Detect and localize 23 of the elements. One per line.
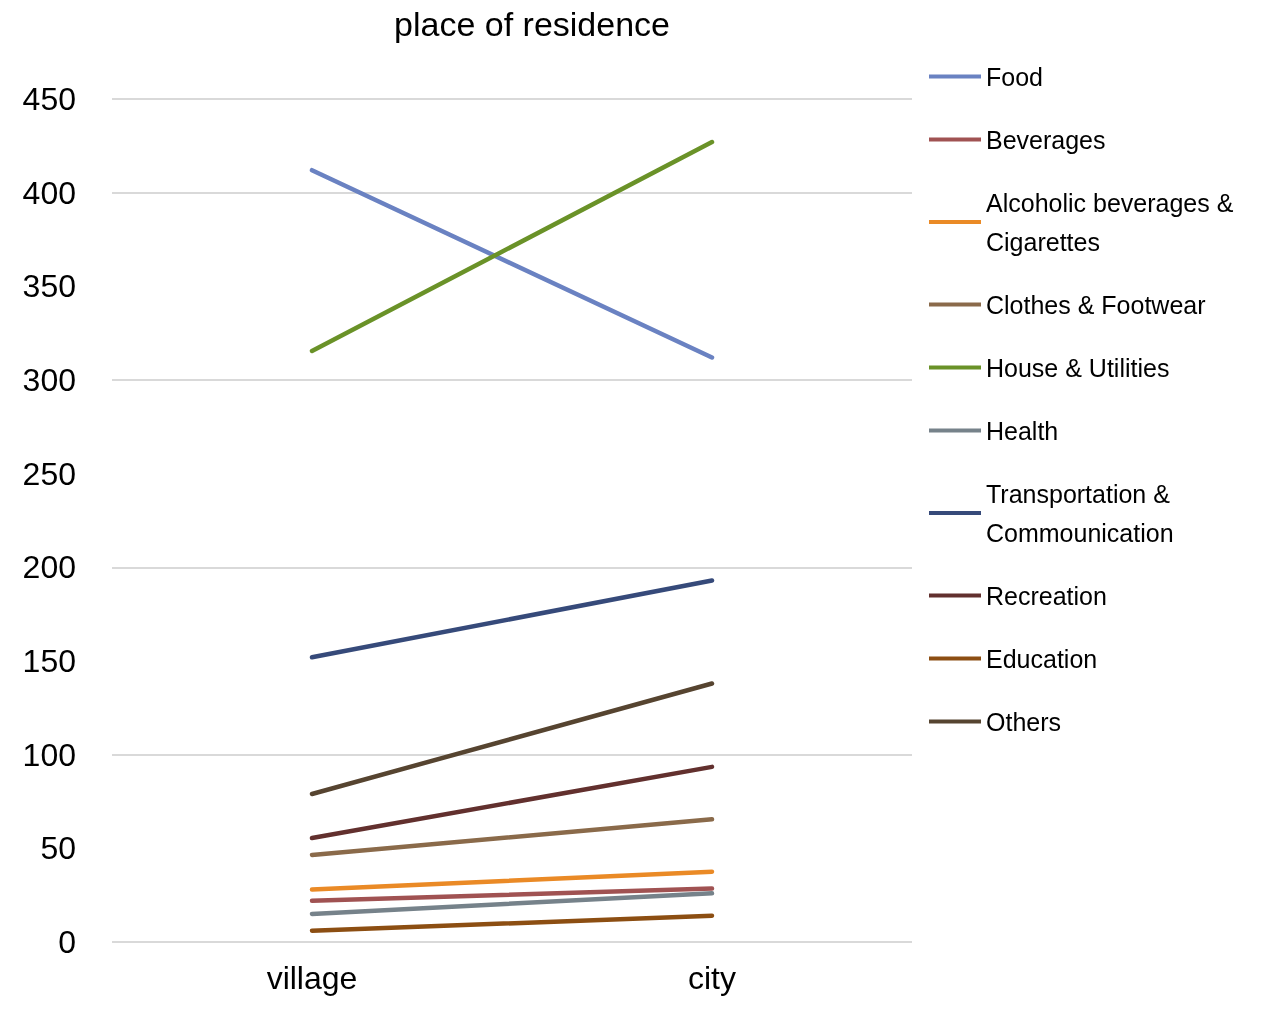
y-tick-label: 0 <box>58 924 76 960</box>
y-tick-label: 250 <box>22 455 76 492</box>
legend-label: Others <box>986 707 1062 736</box>
legend-label: Transportation &Commounication <box>986 479 1174 547</box>
x-tick-label: city <box>688 960 736 996</box>
y-tick-label: 450 <box>22 81 76 117</box>
legend-label: House & Utilities <box>986 353 1170 382</box>
legend-label: Clothes & Footwear <box>986 290 1206 319</box>
legend-label: Recreation <box>986 581 1107 610</box>
y-tick-label: 400 <box>22 174 76 211</box>
legend-label: Alcoholic beverages & Cigarettes <box>986 188 1241 256</box>
legend-label: Food <box>986 62 1043 91</box>
y-tick-label: 350 <box>22 268 76 305</box>
y-tick-label: 50 <box>40 830 76 867</box>
y-tick-label: 300 <box>22 362 76 398</box>
legend-label: Beverages <box>986 125 1106 154</box>
y-tick-label: 200 <box>22 549 76 586</box>
y-tick-label: 100 <box>22 736 76 773</box>
x-tick-label: village <box>266 960 358 996</box>
chart-title: place of residence <box>394 5 670 43</box>
legend-label: Education <box>986 644 1098 673</box>
legend-label: Health <box>986 416 1059 445</box>
y-tick-label: 150 <box>22 643 76 679</box>
